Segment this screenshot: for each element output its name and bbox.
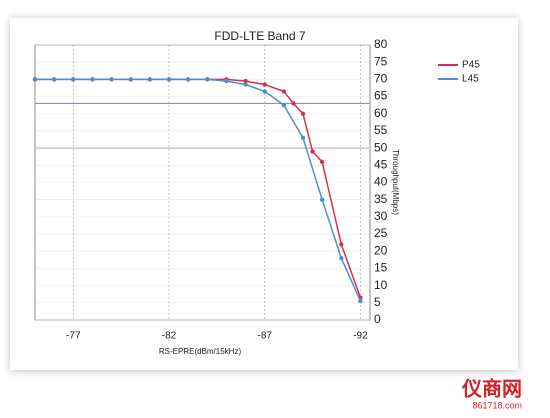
y-tick-label: 70 xyxy=(374,72,388,86)
y-tick-label: 55 xyxy=(374,123,388,137)
data-point xyxy=(32,77,38,82)
y-tick-label: 5 xyxy=(374,295,381,309)
y-tick-label: 80 xyxy=(374,37,388,51)
data-point xyxy=(319,197,325,202)
data-point xyxy=(339,242,344,247)
chart-title: FDD-LTE Band 7 xyxy=(214,29,305,43)
y-tick-label: 20 xyxy=(374,243,388,257)
watermark-url: 861718.com xyxy=(472,400,522,410)
data-point xyxy=(205,77,210,82)
data-point xyxy=(300,111,306,116)
y-tick-label: 50 xyxy=(374,140,388,154)
data-point xyxy=(300,135,306,141)
y-tick-label: 60 xyxy=(374,106,388,120)
y-tick-label: 65 xyxy=(374,89,388,103)
data-point xyxy=(128,77,133,82)
x-tick-label: -82 xyxy=(162,331,177,342)
series-line xyxy=(35,78,362,302)
data-point xyxy=(243,82,248,87)
y-axis-label: Throughput(Mbps) xyxy=(391,149,400,215)
data-point xyxy=(71,77,76,82)
y-tick-label: 30 xyxy=(374,209,388,223)
data-point xyxy=(224,78,229,84)
data-point xyxy=(358,298,363,304)
watermark-name: 仪商网 xyxy=(461,376,522,400)
data-point xyxy=(291,101,296,106)
y-tick-label: 35 xyxy=(374,192,388,206)
x-tick-label: -77 xyxy=(66,331,81,342)
y-tick-label: 15 xyxy=(374,261,388,275)
data-point xyxy=(281,102,287,108)
data-point xyxy=(310,149,315,154)
data-point xyxy=(185,77,191,82)
y-tick-label: 45 xyxy=(374,157,388,171)
x-tick-label: -87 xyxy=(257,331,272,342)
data-point xyxy=(109,77,114,82)
data-point xyxy=(262,89,267,94)
data-point xyxy=(262,82,267,87)
y-tick-label: 25 xyxy=(374,226,388,240)
data-point xyxy=(90,77,95,82)
legend-label: L45 xyxy=(462,74,479,85)
y-tick-label: 40 xyxy=(374,175,388,189)
data-point xyxy=(166,77,172,82)
data-point xyxy=(243,78,248,84)
data-point xyxy=(319,159,325,165)
x-axis-label: RS-EPRE(dBm/15kHz) xyxy=(159,347,242,356)
legend-label: P45 xyxy=(462,60,480,71)
y-tick-label: 75 xyxy=(374,54,388,68)
data-point xyxy=(51,77,57,82)
data-point xyxy=(339,255,344,261)
y-tick-label: 0 xyxy=(374,312,381,326)
data-point xyxy=(281,89,287,94)
data-point xyxy=(147,77,153,82)
y-tick-label: 10 xyxy=(374,278,388,292)
x-tick-label: -92 xyxy=(353,331,368,342)
